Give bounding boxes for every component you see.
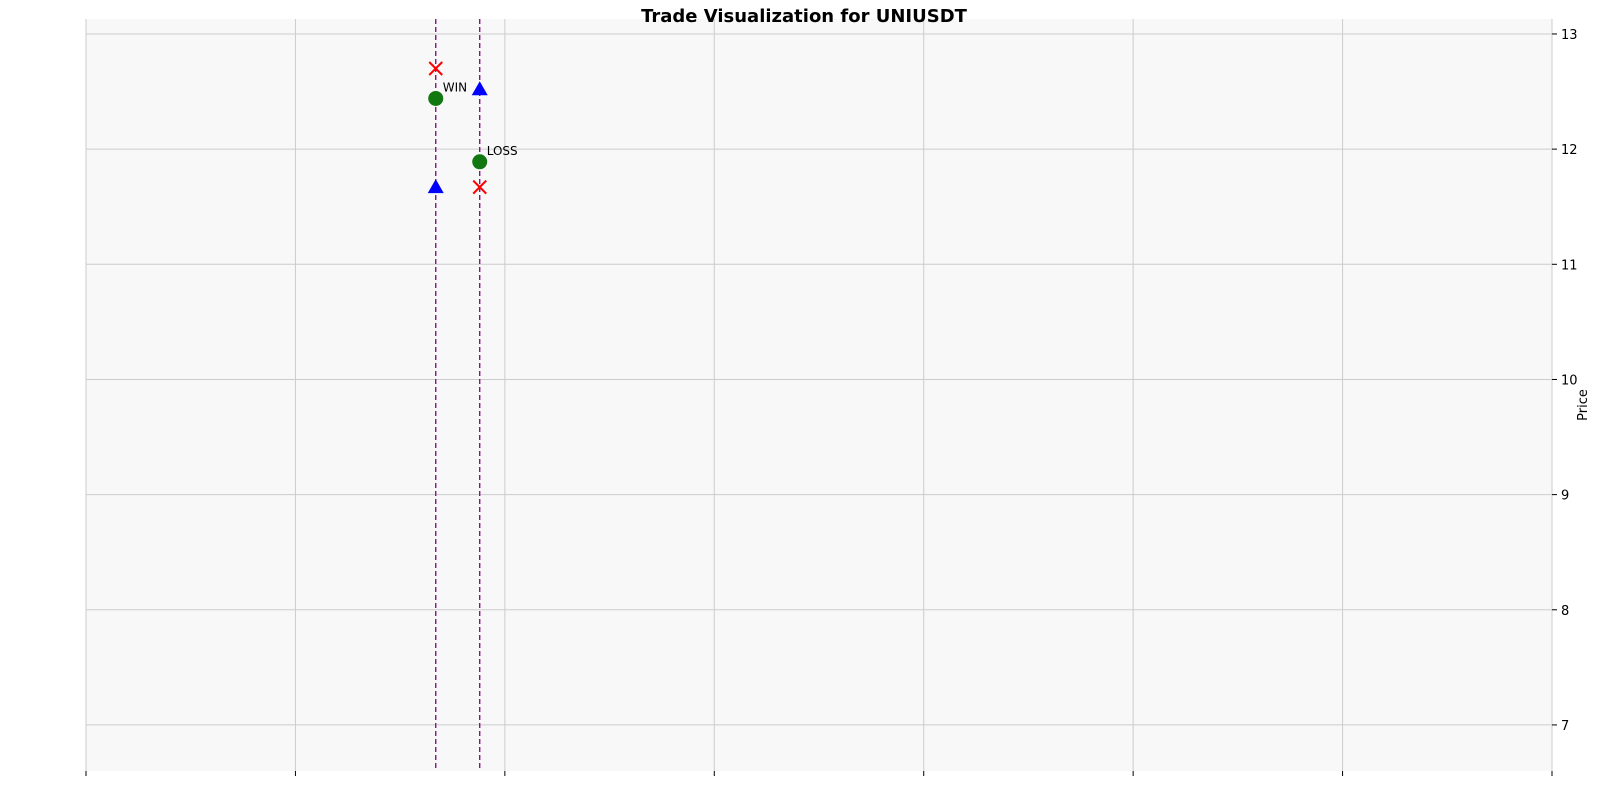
y-tick-label: 10 bbox=[1561, 373, 1578, 388]
result-marker bbox=[428, 90, 444, 106]
exit-marker-stroke bbox=[472, 179, 487, 195]
entry-marker bbox=[427, 179, 444, 194]
y-tick-label: 13 bbox=[1561, 28, 1578, 43]
y-tick-label: 12 bbox=[1561, 143, 1578, 158]
y-tick-label: 11 bbox=[1561, 258, 1578, 273]
result-marker bbox=[472, 154, 488, 170]
trade-marks: WIN LOSS bbox=[427, 19, 518, 771]
exit-marker bbox=[472, 179, 487, 195]
trade-outcome-label: WIN bbox=[443, 80, 467, 94]
plot-area bbox=[86, 19, 1552, 771]
grid bbox=[85, 19, 1553, 771]
trade-outcome-label: LOSS bbox=[487, 144, 518, 158]
y-tick-label: 7 bbox=[1561, 719, 1569, 734]
entry-marker bbox=[471, 81, 488, 96]
y-axis-label: Price bbox=[1576, 389, 1591, 421]
exit-marker-stroke bbox=[428, 61, 443, 76]
y-tick-label: 8 bbox=[1561, 604, 1569, 619]
exit-marker bbox=[428, 61, 443, 76]
chart-title: Trade Visualization for UNIUSDT bbox=[641, 6, 968, 27]
axes: 7 8 9 10 11 12 13 bbox=[85, 28, 1578, 776]
y-tick-label: 9 bbox=[1561, 489, 1569, 504]
